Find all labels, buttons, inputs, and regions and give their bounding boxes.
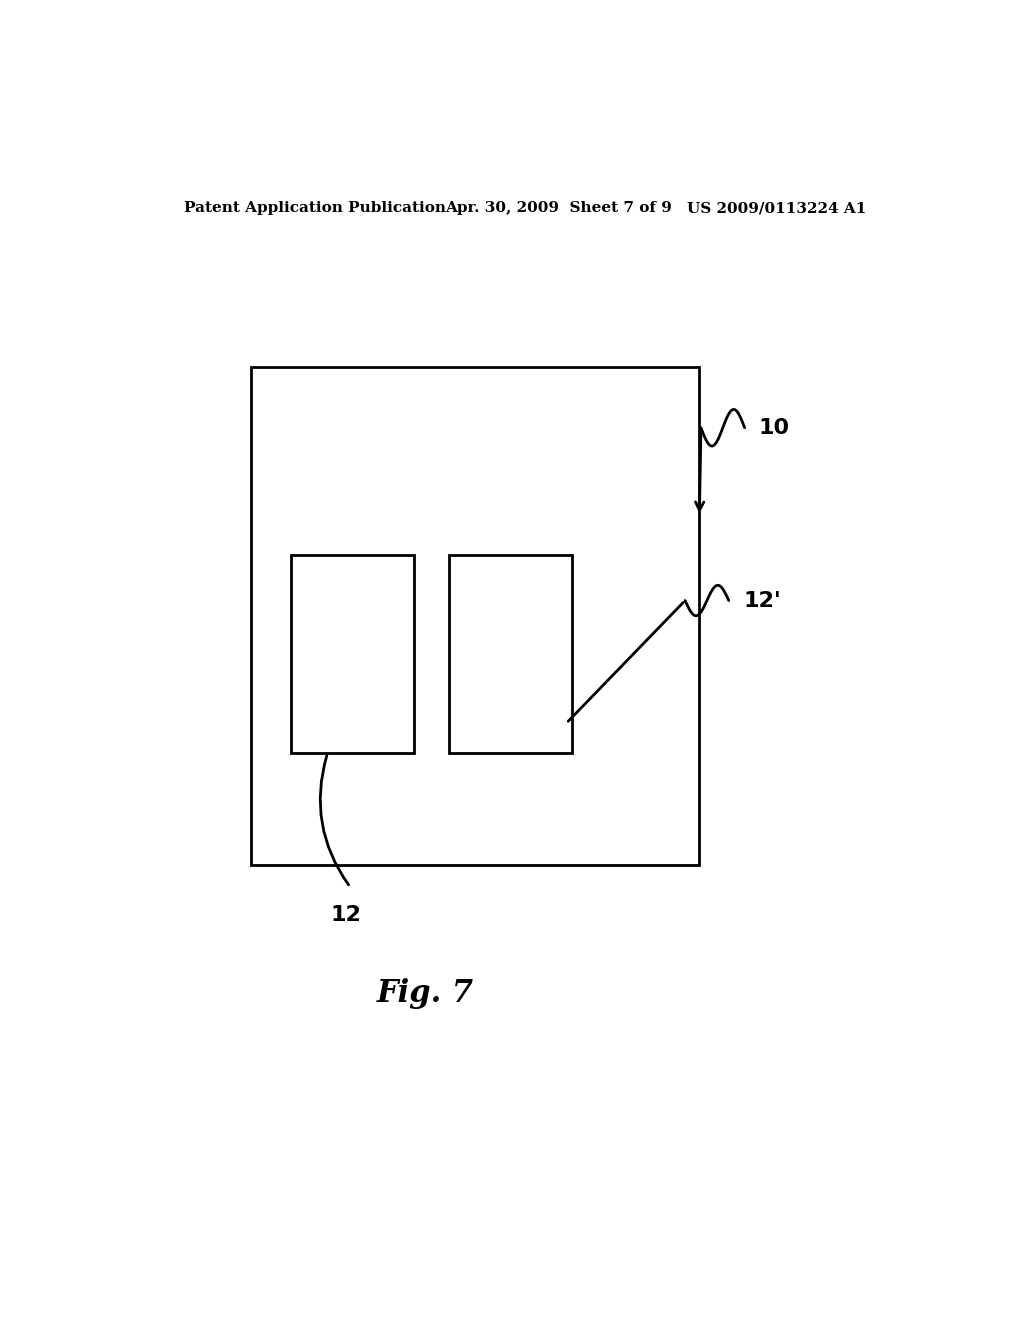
Text: US 2009/0113224 A1: US 2009/0113224 A1 (687, 201, 866, 215)
Text: 12: 12 (331, 906, 361, 925)
Text: Fig. 7: Fig. 7 (377, 978, 474, 1010)
Text: Apr. 30, 2009  Sheet 7 of 9: Apr. 30, 2009 Sheet 7 of 9 (445, 201, 673, 215)
Bar (251, 367, 699, 865)
Text: 12': 12' (743, 590, 780, 611)
Bar (450, 554, 572, 752)
Text: 10: 10 (759, 417, 791, 438)
Bar (291, 554, 414, 752)
Text: Patent Application Publication: Patent Application Publication (183, 201, 445, 215)
